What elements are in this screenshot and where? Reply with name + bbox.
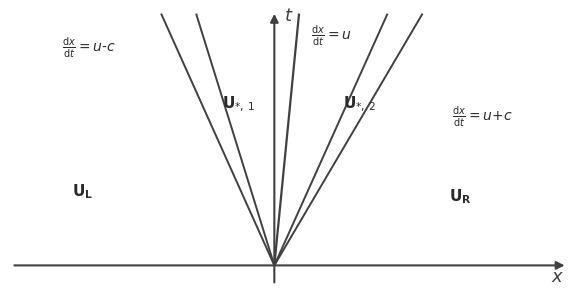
Text: $\frac{\mathrm{d}x}{\mathrm{d}t} = u\text{-}c$: $\frac{\mathrm{d}x}{\mathrm{d}t} = u\tex… [62,36,116,60]
Text: $\frac{\mathrm{d}x}{\mathrm{d}t} = u\text{+}c$: $\frac{\mathrm{d}x}{\mathrm{d}t} = u\tex… [452,105,513,129]
Text: $x$: $x$ [551,267,564,285]
Text: $\mathbf{U}_{*,\,2}$: $\mathbf{U}_{*,\,2}$ [343,95,376,114]
Text: $\mathbf{U}_{*,\,1}$: $\mathbf{U}_{*,\,1}$ [222,95,254,114]
Text: $\frac{\mathrm{d}x}{\mathrm{d}t} = u$: $\frac{\mathrm{d}x}{\mathrm{d}t} = u$ [311,23,351,48]
Text: $\mathbf{U}_{\mathbf{R}}$: $\mathbf{U}_{\mathbf{R}}$ [449,187,471,205]
Text: $\mathbf{U}_{\mathbf{L}}$: $\mathbf{U}_{\mathbf{L}}$ [72,182,93,200]
Text: $t$: $t$ [284,7,294,25]
